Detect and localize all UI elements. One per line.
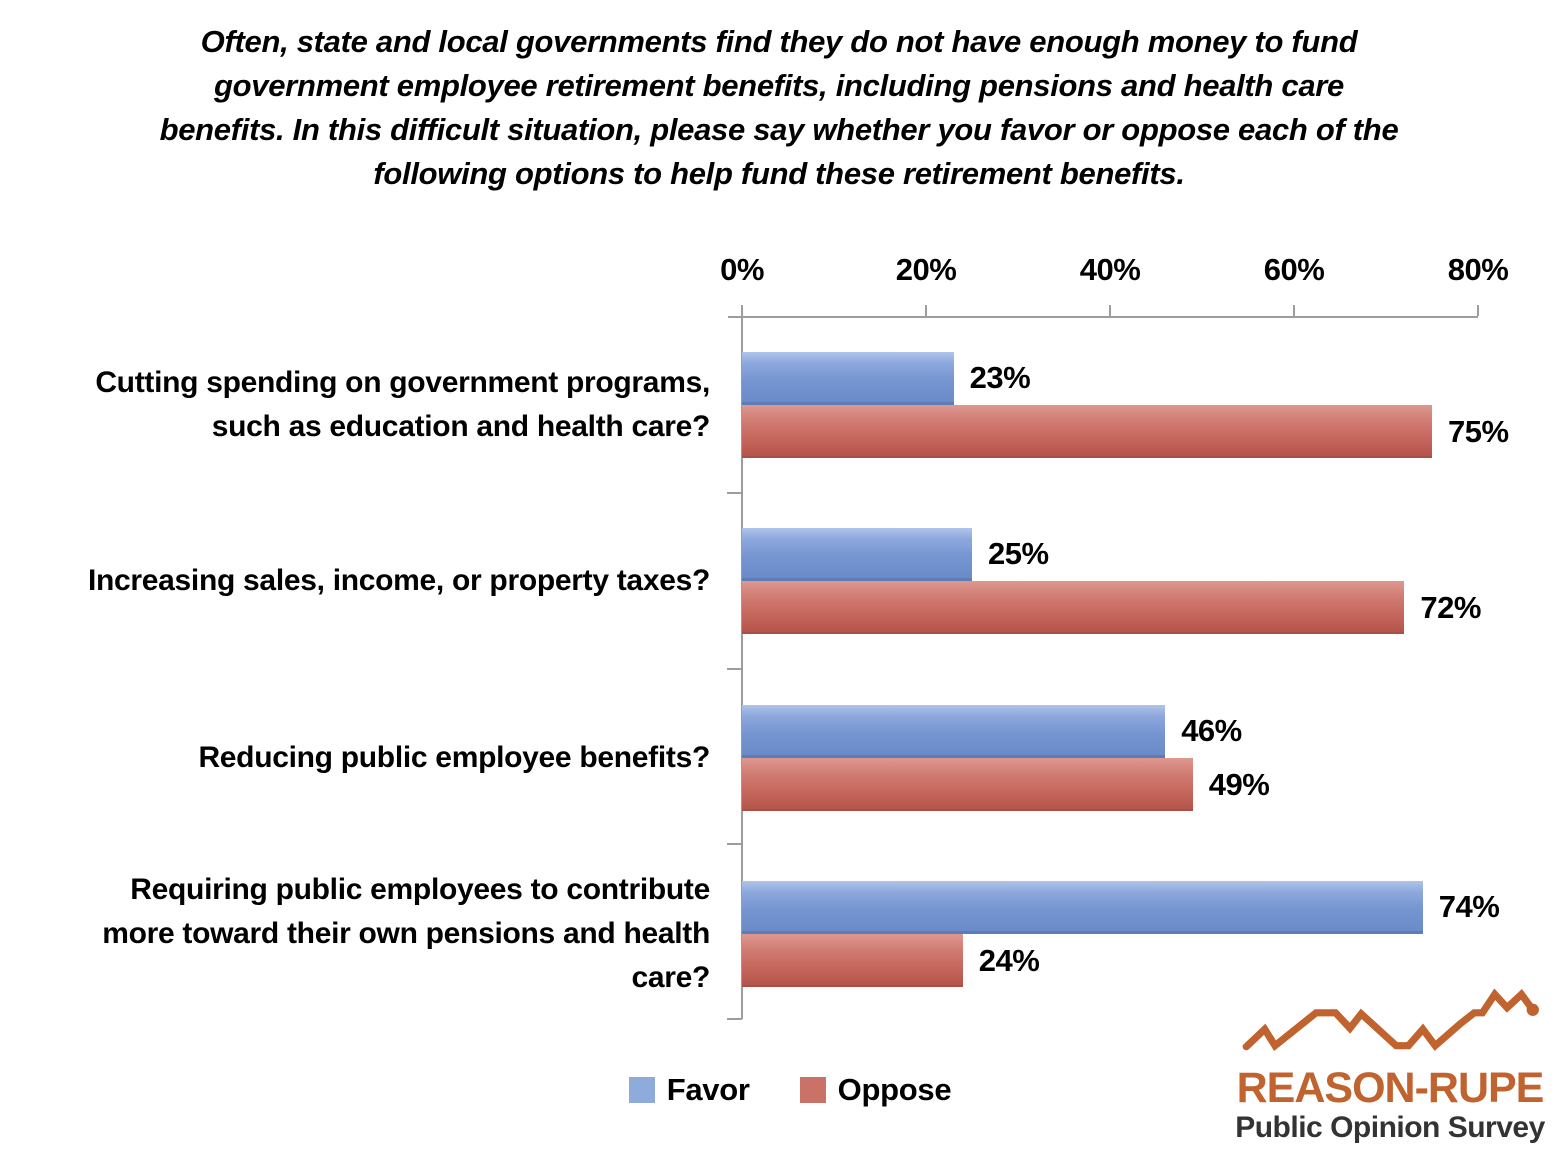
y-axis-line: [741, 305, 743, 1019]
favor-value-label: 46%: [1181, 713, 1242, 748]
favor-value-label: 74%: [1438, 889, 1500, 924]
chart-title-line: government employee retirement benefits,…: [214, 68, 1344, 103]
reason-rupe-logo: REASON-RUPE Public Opinion Survey: [1232, 982, 1548, 1145]
x-axis-line: [728, 316, 1478, 318]
favor-bar: [742, 352, 954, 405]
chart-title-line: following options to help fund these ret…: [373, 156, 1185, 191]
oppose-value-label: 49%: [1208, 767, 1270, 802]
y-axis-tick-mark: [727, 668, 742, 670]
category-label: Requiring public employees to contribute…: [20, 868, 710, 1000]
category-label-line: more toward their own pensions and healt…: [102, 917, 710, 950]
category-label-line: Cutting spending on government programs,: [95, 366, 710, 399]
x-axis-tick-mark: [1293, 305, 1295, 316]
logo-zigzag-line-icon: [1242, 988, 1539, 1052]
legend-label: Favor: [666, 1072, 750, 1107]
chart-title-line: benefits. In this difficult situation, p…: [159, 112, 1399, 147]
chart-title-line: Often, state and local governments find …: [200, 24, 1358, 59]
oppose-bar: [742, 934, 963, 987]
category-label-line: such as education and health care?: [211, 410, 711, 443]
y-axis-tick-mark: [727, 492, 742, 494]
oppose-bar: [742, 581, 1405, 634]
x-axis-tick-mark: [925, 305, 927, 316]
category-label-line: care?: [631, 961, 710, 994]
legend-item-favor: Favor: [628, 1072, 750, 1108]
legend-swatch-icon: [628, 1077, 655, 1103]
legend-swatch-icon: [799, 1077, 826, 1103]
x-axis-tick-label: 0%: [720, 252, 764, 287]
oppose-bar: [742, 405, 1432, 458]
x-axis-tick-label: 80%: [1447, 252, 1509, 287]
oppose-value-label: 24%: [978, 943, 1040, 978]
favor-bar: [742, 881, 1423, 934]
x-axis-tick-label: 40%: [1079, 252, 1141, 287]
logo-subtitle: Public Opinion Survey: [1235, 1111, 1545, 1144]
favor-value-label: 23%: [969, 360, 1031, 395]
legend-item-oppose: Oppose: [799, 1072, 952, 1108]
oppose-value-label: 75%: [1448, 414, 1509, 449]
x-axis-tick-mark: [1477, 305, 1479, 316]
chart-legend: Favor Oppose: [560, 1072, 1020, 1108]
favor-value-label: 25%: [988, 536, 1049, 571]
y-axis-tick-mark: [727, 843, 742, 845]
oppose-bar: [742, 758, 1193, 811]
favor-bar: [742, 705, 1166, 758]
x-axis-tick-mark: [1109, 305, 1111, 316]
oppose-value-label: 72%: [1420, 590, 1481, 625]
x-axis-tick-label: 20%: [895, 252, 957, 287]
category-label-line: Reducing public employee benefits?: [198, 741, 710, 774]
category-label: Increasing sales, income, or property ta…: [20, 559, 710, 603]
category-label-line: Requiring public employees to contribute: [130, 873, 710, 906]
logo-title: REASON-RUPE: [1236, 1064, 1545, 1112]
favor-bar: [742, 528, 972, 581]
chart-title: Often, state and local governments find …: [114, 20, 1444, 196]
y-axis-tick-mark: [727, 1018, 742, 1020]
legend-label: Oppose: [837, 1072, 952, 1107]
category-label-line: Increasing sales, income, or property ta…: [87, 564, 710, 597]
category-label: Cutting spending on government programs,…: [20, 361, 710, 449]
x-axis-tick-label: 60%: [1263, 252, 1325, 287]
category-label: Reducing public employee benefits?: [20, 736, 710, 780]
